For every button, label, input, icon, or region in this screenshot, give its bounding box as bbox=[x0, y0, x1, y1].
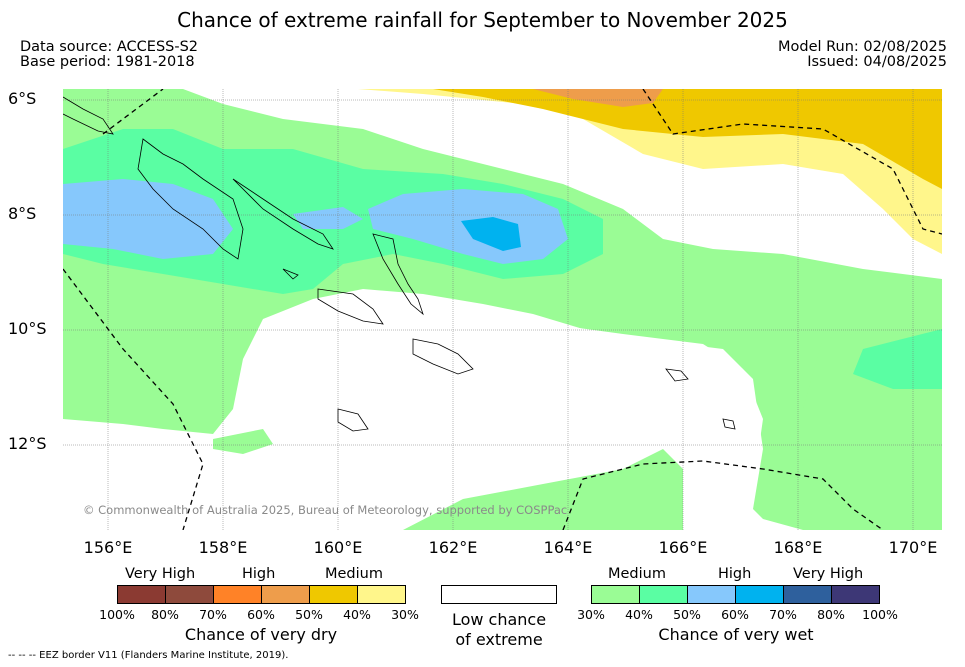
wet-tick: 70% bbox=[769, 607, 797, 622]
dry-swatch bbox=[165, 585, 214, 604]
dry-swatch bbox=[357, 585, 406, 604]
issued-date: Issued: 04/08/2025 bbox=[807, 54, 947, 70]
lon-label-160e: 160°E bbox=[313, 538, 363, 557]
copyright-notice: © Commonwealth of Australia 2025, Bureau… bbox=[83, 503, 568, 517]
wet-light-blue-area bbox=[63, 179, 233, 259]
dry-swatch bbox=[213, 585, 262, 604]
model-run: Model Run: 02/08/2025 bbox=[777, 39, 947, 55]
wet-medium-bottom bbox=[403, 449, 683, 530]
dry-swatch bbox=[261, 585, 310, 604]
wet-light-blue-area-3 bbox=[293, 207, 363, 229]
lon-label-164e: 164°E bbox=[543, 538, 593, 557]
wet-tick: 80% bbox=[817, 607, 845, 622]
map-canvas bbox=[63, 89, 942, 530]
low-chance-area bbox=[263, 314, 763, 530]
lon-label-170e: 170°E bbox=[888, 538, 938, 557]
wet-header-very-high: Very High bbox=[793, 566, 864, 582]
eez-footer-note: -- -- -- EEZ border V11 (Flanders Marine… bbox=[8, 650, 289, 661]
dry-high-area bbox=[433, 89, 942, 189]
dry-header-high: High bbox=[242, 566, 276, 582]
low-chance-swatch bbox=[441, 585, 557, 604]
lat-label-10s: 10°S bbox=[8, 319, 47, 338]
wet-header-medium: Medium bbox=[608, 566, 666, 582]
wet-swatch bbox=[735, 585, 784, 604]
dry-tick: 60% bbox=[247, 607, 275, 622]
dry-tick: 70% bbox=[199, 607, 227, 622]
wet-tick: 50% bbox=[673, 607, 701, 622]
wet-tick: 40% bbox=[625, 607, 653, 622]
wet-blue-area bbox=[461, 217, 521, 251]
rainfall-map bbox=[63, 89, 942, 530]
lat-label-6s: 6°S bbox=[8, 89, 37, 108]
dry-tick: 40% bbox=[343, 607, 371, 622]
dry-swatch bbox=[309, 585, 358, 604]
wet-swatch bbox=[687, 585, 736, 604]
lon-label-168e: 168°E bbox=[773, 538, 823, 557]
dry-tick: 80% bbox=[151, 607, 179, 622]
dry-tick: 30% bbox=[391, 607, 419, 622]
lon-label-156e: 156°E bbox=[83, 538, 133, 557]
lat-label-8s: 8°S bbox=[8, 204, 37, 223]
map-title: Chance of extreme rainfall for September… bbox=[177, 8, 788, 32]
graticule bbox=[63, 89, 942, 530]
data-source: Data source: ACCESS-S2 bbox=[20, 39, 199, 55]
wet-tick: 30% bbox=[577, 607, 605, 622]
base-period: Base period: 1981-2018 bbox=[20, 54, 195, 70]
dry-tick: 100% bbox=[99, 607, 135, 622]
dry-tick: 50% bbox=[295, 607, 323, 622]
wet-tick: 60% bbox=[721, 607, 749, 622]
dry-header-medium: Medium bbox=[325, 566, 383, 582]
wet-caption: Chance of very wet bbox=[658, 625, 814, 644]
dry-caption: Chance of very dry bbox=[184, 625, 338, 644]
dry-header-very-high: Very High bbox=[125, 566, 196, 582]
wet-high-right bbox=[853, 329, 942, 389]
wet-swatch bbox=[783, 585, 832, 604]
wet-swatch bbox=[639, 585, 688, 604]
lon-label-166e: 166°E bbox=[658, 538, 708, 557]
lat-label-12s: 12°S bbox=[8, 434, 47, 453]
dry-orange-area bbox=[533, 89, 663, 107]
wet-swatch bbox=[591, 585, 640, 604]
wet-swatch bbox=[831, 585, 880, 604]
lon-label-162e: 162°E bbox=[428, 538, 478, 557]
wet-header-high: High bbox=[718, 566, 752, 582]
eez-borders bbox=[63, 89, 942, 530]
low-chance-caption-1: Low chance bbox=[451, 610, 547, 629]
low-chance-caption-2: of extreme bbox=[455, 630, 543, 649]
wet-tick: 100% bbox=[862, 607, 898, 622]
wet-medium-patch bbox=[213, 429, 273, 454]
dry-swatch bbox=[117, 585, 166, 604]
lon-label-158e: 158°E bbox=[198, 538, 248, 557]
coastlines bbox=[63, 96, 736, 432]
